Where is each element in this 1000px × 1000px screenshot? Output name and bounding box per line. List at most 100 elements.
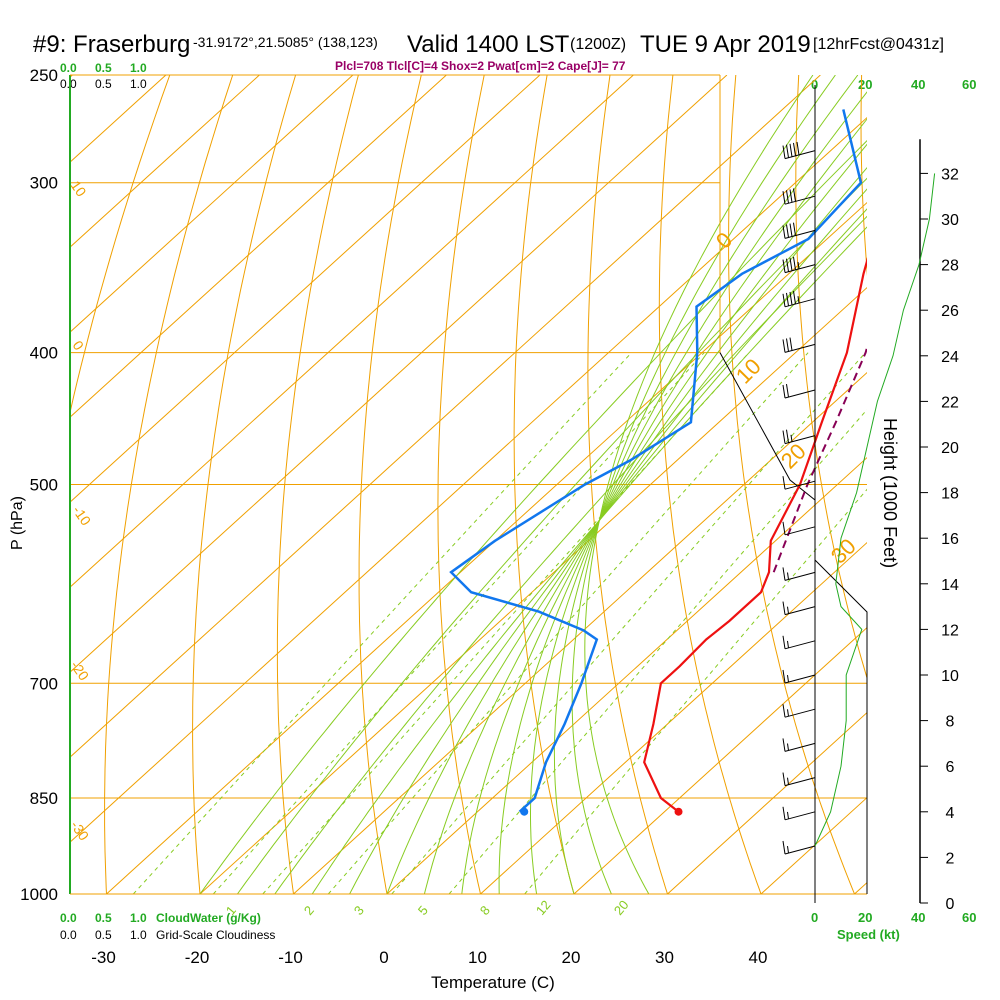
wind-barb-half <box>787 777 789 785</box>
isotherm-label: -20 <box>68 658 93 684</box>
dry-adiabat-label: 30 <box>826 534 861 569</box>
wind-barb-staff <box>784 229 816 239</box>
wind-barb <box>782 521 816 536</box>
cloudwater-label: CloudWater (g/Kg) <box>156 911 261 925</box>
wind-barb-flag <box>786 144 789 158</box>
mixing-ratio-label: 20 <box>611 897 632 918</box>
wind-barb-flag <box>782 339 786 353</box>
pressure-tick: 400 <box>30 344 58 363</box>
zulu-time: (1200Z) <box>570 36 626 53</box>
wind-barb-flag <box>782 293 786 307</box>
wind-barb <box>782 429 816 445</box>
wind-barb-flag <box>782 567 786 581</box>
wind-barb-flag <box>793 142 796 156</box>
dry-adiabat-label: 0 <box>711 227 737 253</box>
wind-barb-flag <box>786 258 789 272</box>
height-tick: 22 <box>941 394 959 411</box>
wind-barb-flag <box>782 635 786 649</box>
dry-adiabat <box>513 75 575 894</box>
mixing-ratio-label: 12 <box>533 897 554 918</box>
wind-barb <box>782 337 816 353</box>
temperature-tick: -10 <box>278 948 303 967</box>
dry-adiabat <box>728 75 855 894</box>
wind-barb <box>782 669 816 684</box>
wind-barb-staff <box>784 606 816 616</box>
station-coords: -31.9172°,21.5085° (138,123) <box>193 34 378 50</box>
wind-barb-flag <box>782 521 786 535</box>
wind-barb <box>782 772 816 787</box>
y-axis-title: P (hPa) <box>9 496 26 550</box>
dry-adiabat <box>104 75 234 894</box>
moist-adiabat <box>386 188 867 894</box>
speed-scale-bottom: 0 20 40 60 Speed (kt) <box>811 910 976 942</box>
wind-barb-flag <box>782 430 786 444</box>
wind-barb <box>782 222 816 239</box>
wind-barb-flag <box>782 669 786 684</box>
speed-scale-top: 0 20 40 60 <box>811 77 976 92</box>
cloudwater-top-2: 1.0 <box>130 61 147 75</box>
dry-adiabat <box>658 75 762 894</box>
dry-adiabat <box>587 75 668 894</box>
wind-barb-staff <box>784 640 816 650</box>
valid-date: TUE 9 Apr 2019 <box>640 31 811 58</box>
wind-barb-flag <box>786 429 789 443</box>
cloudiness-bottom-2: 1.0 <box>130 928 147 942</box>
mixing-ratio-line <box>524 488 867 894</box>
temperature-trace <box>643 257 867 813</box>
isotherm-label: -10 <box>70 503 95 529</box>
wind-barb-staff <box>784 264 816 274</box>
wind-barb-flag <box>782 145 786 159</box>
wind-barb-staff <box>784 195 816 205</box>
dry-adiabat <box>925 75 1000 894</box>
isotherm-line <box>573 626 867 894</box>
cloudiness-top-0: 0.0 <box>60 77 77 91</box>
wind-barb-flag <box>786 338 789 352</box>
wind-barb <box>782 806 816 821</box>
cloudiness-bottom-0: 0.0 <box>60 928 77 942</box>
wind-barb <box>782 840 816 855</box>
cloudiness-label: Grid-Scale Cloudiness <box>156 928 275 942</box>
sounding-indices: Plcl=708 Tlcl[C]=4 Shox=2 Pwat[cm]=2 Cap… <box>335 59 626 73</box>
speed-bottom-2: 40 <box>911 910 925 925</box>
moist-adiabat-layer <box>199 75 867 894</box>
wind-barb-staff <box>784 480 816 490</box>
speed-top-0: 0 <box>811 77 818 92</box>
speed-label: Speed (kt) <box>837 927 900 942</box>
wind-barb-staff <box>784 298 816 308</box>
wind-barb-flag <box>782 840 786 855</box>
wind-barb-flag <box>782 806 786 820</box>
wind-barb-staff <box>784 571 816 581</box>
mixing-ratio-label: 5 <box>415 903 431 918</box>
isotherm-line <box>854 881 867 894</box>
temperature-tick: -30 <box>91 948 116 967</box>
height-tick: 20 <box>941 440 959 457</box>
temperature-tick: 10 <box>468 948 487 967</box>
pressure-tick: 1000 <box>20 885 58 904</box>
speed-top-2: 40 <box>911 77 925 92</box>
pressure-tick: 700 <box>30 674 58 693</box>
height-axis-title: Height (1000 Feet) <box>880 418 900 568</box>
height-tick: 0 <box>946 896 955 913</box>
mixing-ratio-line <box>262 352 750 894</box>
wind-barb-flag <box>786 190 789 204</box>
wind-barb <box>782 567 816 581</box>
dry-adiabat <box>192 75 297 894</box>
moist-adiabat <box>530 91 867 894</box>
wind-barb-flag <box>796 141 800 156</box>
wind-barb-flag <box>793 291 796 305</box>
temperature-tick: 20 <box>562 948 581 967</box>
parcel-trace <box>772 343 867 573</box>
wind-barb-half <box>787 846 789 854</box>
height-tick: 18 <box>941 486 959 503</box>
wind-barb-flag <box>789 257 793 271</box>
isotherm-line <box>70 75 354 333</box>
wind-barb-staff <box>784 389 816 399</box>
wind-barb-half <box>787 675 789 683</box>
wind-barb-flag <box>789 337 793 351</box>
wind-barb-flag <box>782 259 786 273</box>
isobar-layer <box>70 75 867 894</box>
wind-barb-half <box>787 709 789 717</box>
wind-barb-staff <box>784 811 816 821</box>
mixing-ratio-line <box>448 408 867 894</box>
